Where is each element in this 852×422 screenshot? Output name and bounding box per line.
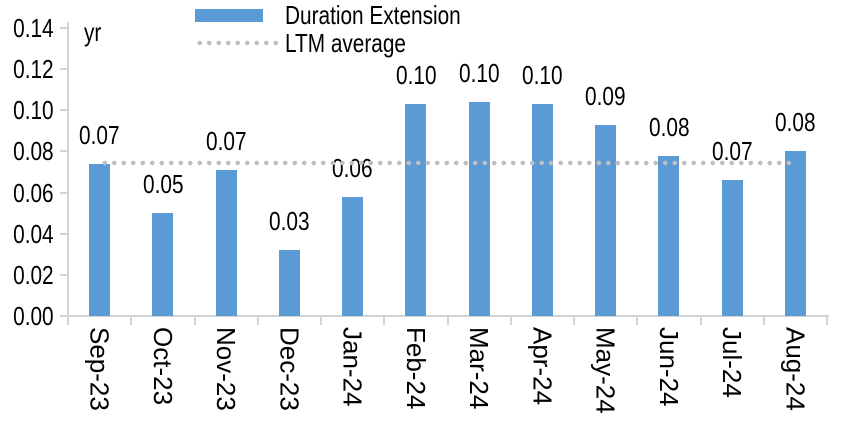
x-axis-label: May-24 [590, 327, 621, 414]
x-axis-label: Mar-24 [464, 327, 495, 410]
bar-value-text: 0.07 [79, 119, 120, 150]
x-axis-tick [699, 315, 702, 325]
x-axis-label: Jun-24 [653, 327, 684, 407]
bar [468, 102, 490, 316]
legend-label-duration-extension: Duration Extension [285, 0, 461, 30]
x-axis-tick [67, 315, 69, 325]
legend-item-duration-extension: Duration Extension [195, 2, 505, 28]
bar [89, 163, 111, 316]
y-axis-tick-text: 0.08 [13, 136, 54, 167]
y-axis-tick-text: 0.12 [13, 54, 54, 85]
legend-item-ltm-average: LTM average [195, 30, 505, 56]
bar-value-label: 0.07 [166, 128, 286, 154]
y-axis-tick-text: 0.02 [13, 259, 54, 290]
bar-value-text: 0.05 [142, 169, 184, 200]
bar-value-label: 0.05 [103, 171, 223, 197]
bar-value-label: 0.10 [356, 62, 476, 88]
x-axis-label: Aug-24 [780, 327, 811, 411]
x-axis-label: Sep-23 [84, 327, 115, 411]
bar [531, 104, 553, 316]
y-axis-tick [60, 232, 68, 235]
bar-value-text: 0.07 [205, 125, 247, 156]
bar-value-text: 0.09 [585, 80, 626, 111]
x-axis-label: Jul-24 [717, 327, 748, 398]
y-axis-tick-label: 0.04 [0, 221, 54, 247]
bar [342, 196, 364, 316]
bar-value-text: 0.08 [648, 111, 690, 142]
x-axis-label: Apr-24 [527, 327, 558, 406]
bar-value-label: 0.10 [419, 60, 539, 86]
bar-value-label: 0.09 [546, 83, 666, 109]
bar [658, 155, 680, 316]
y-axis-tick-text: 0.00 [13, 301, 54, 331]
bar [152, 213, 174, 316]
y-axis-tick-label: 0.02 [0, 262, 54, 288]
y-axis-tick [60, 315, 68, 317]
bar-value-label: 0.10 [482, 62, 602, 88]
x-axis-tick [509, 315, 512, 325]
x-axis-tick [193, 315, 196, 325]
y-axis-line [67, 22, 69, 316]
bar [405, 104, 427, 316]
y-axis-tick [60, 68, 68, 71]
y-axis-tick-text: 0.10 [13, 95, 54, 126]
bar-value-text: 0.10 [395, 60, 437, 91]
bar-value-label: 0.08 [735, 109, 852, 135]
x-axis-tick [762, 315, 765, 325]
x-axis-tick [320, 315, 322, 325]
bar-series-swatch-icon [195, 8, 263, 22]
bar-value-label: 0.07 [40, 122, 160, 148]
bar-value-text: 0.03 [269, 206, 310, 237]
bar [721, 180, 743, 316]
bar-value-label: 0.03 [229, 208, 349, 234]
x-axis-tick [573, 315, 575, 325]
bar-value-label: 0.06 [293, 155, 413, 181]
bar-value-text: 0.10 [458, 58, 500, 89]
x-axis-tick [446, 315, 449, 325]
x-axis-label: Feb-24 [400, 327, 431, 410]
legend-label-ltm-average: LTM average [285, 28, 407, 58]
x-axis-tick [256, 315, 259, 325]
x-axis-tick [636, 315, 639, 325]
y-axis-tick-label: 0.00 [0, 303, 54, 329]
bar-value-label: 0.08 [609, 114, 729, 140]
y-axis-tick [60, 150, 68, 153]
x-axis-label: Oct-23 [147, 327, 178, 406]
x-axis-tick [383, 315, 386, 325]
y-axis-tick-label: 0.12 [0, 56, 54, 82]
y-axis-unit-label: yr [84, 19, 106, 45]
y-axis-tick-label: 0.08 [0, 138, 54, 164]
y-axis-tick [60, 273, 68, 276]
y-axis-unit-text: yr [84, 17, 102, 47]
y-axis-tick-label: 0.10 [0, 97, 54, 123]
x-axis-tick [130, 315, 133, 325]
x-axis-tick [826, 315, 828, 325]
bar [278, 250, 300, 316]
y-axis-tick [60, 109, 68, 112]
y-axis-tick-text: 0.06 [13, 177, 54, 208]
y-axis-tick-text: 0.04 [13, 218, 54, 249]
bar [784, 151, 806, 316]
ltm-average-line [99, 159, 796, 166]
y-axis-tick [60, 27, 68, 29]
y-axis-tick-label: 0.14 [0, 15, 54, 41]
bar-value-text: 0.06 [332, 152, 373, 183]
x-axis-label: Jan-24 [337, 327, 368, 407]
bar-value-text: 0.08 [775, 107, 816, 138]
chart-legend: Duration Extension LTM average [195, 2, 505, 56]
bar [215, 169, 237, 316]
x-axis-label: Dec-23 [274, 327, 305, 411]
y-axis-tick-text: 0.14 [13, 13, 54, 43]
y-axis-tick [60, 191, 68, 194]
dotted-line-swatch-icon [195, 40, 280, 46]
y-axis-tick-label: 0.06 [0, 180, 54, 206]
bar-value-text: 0.10 [522, 60, 563, 91]
x-axis-label: Nov-23 [211, 327, 242, 411]
bar [595, 124, 617, 316]
